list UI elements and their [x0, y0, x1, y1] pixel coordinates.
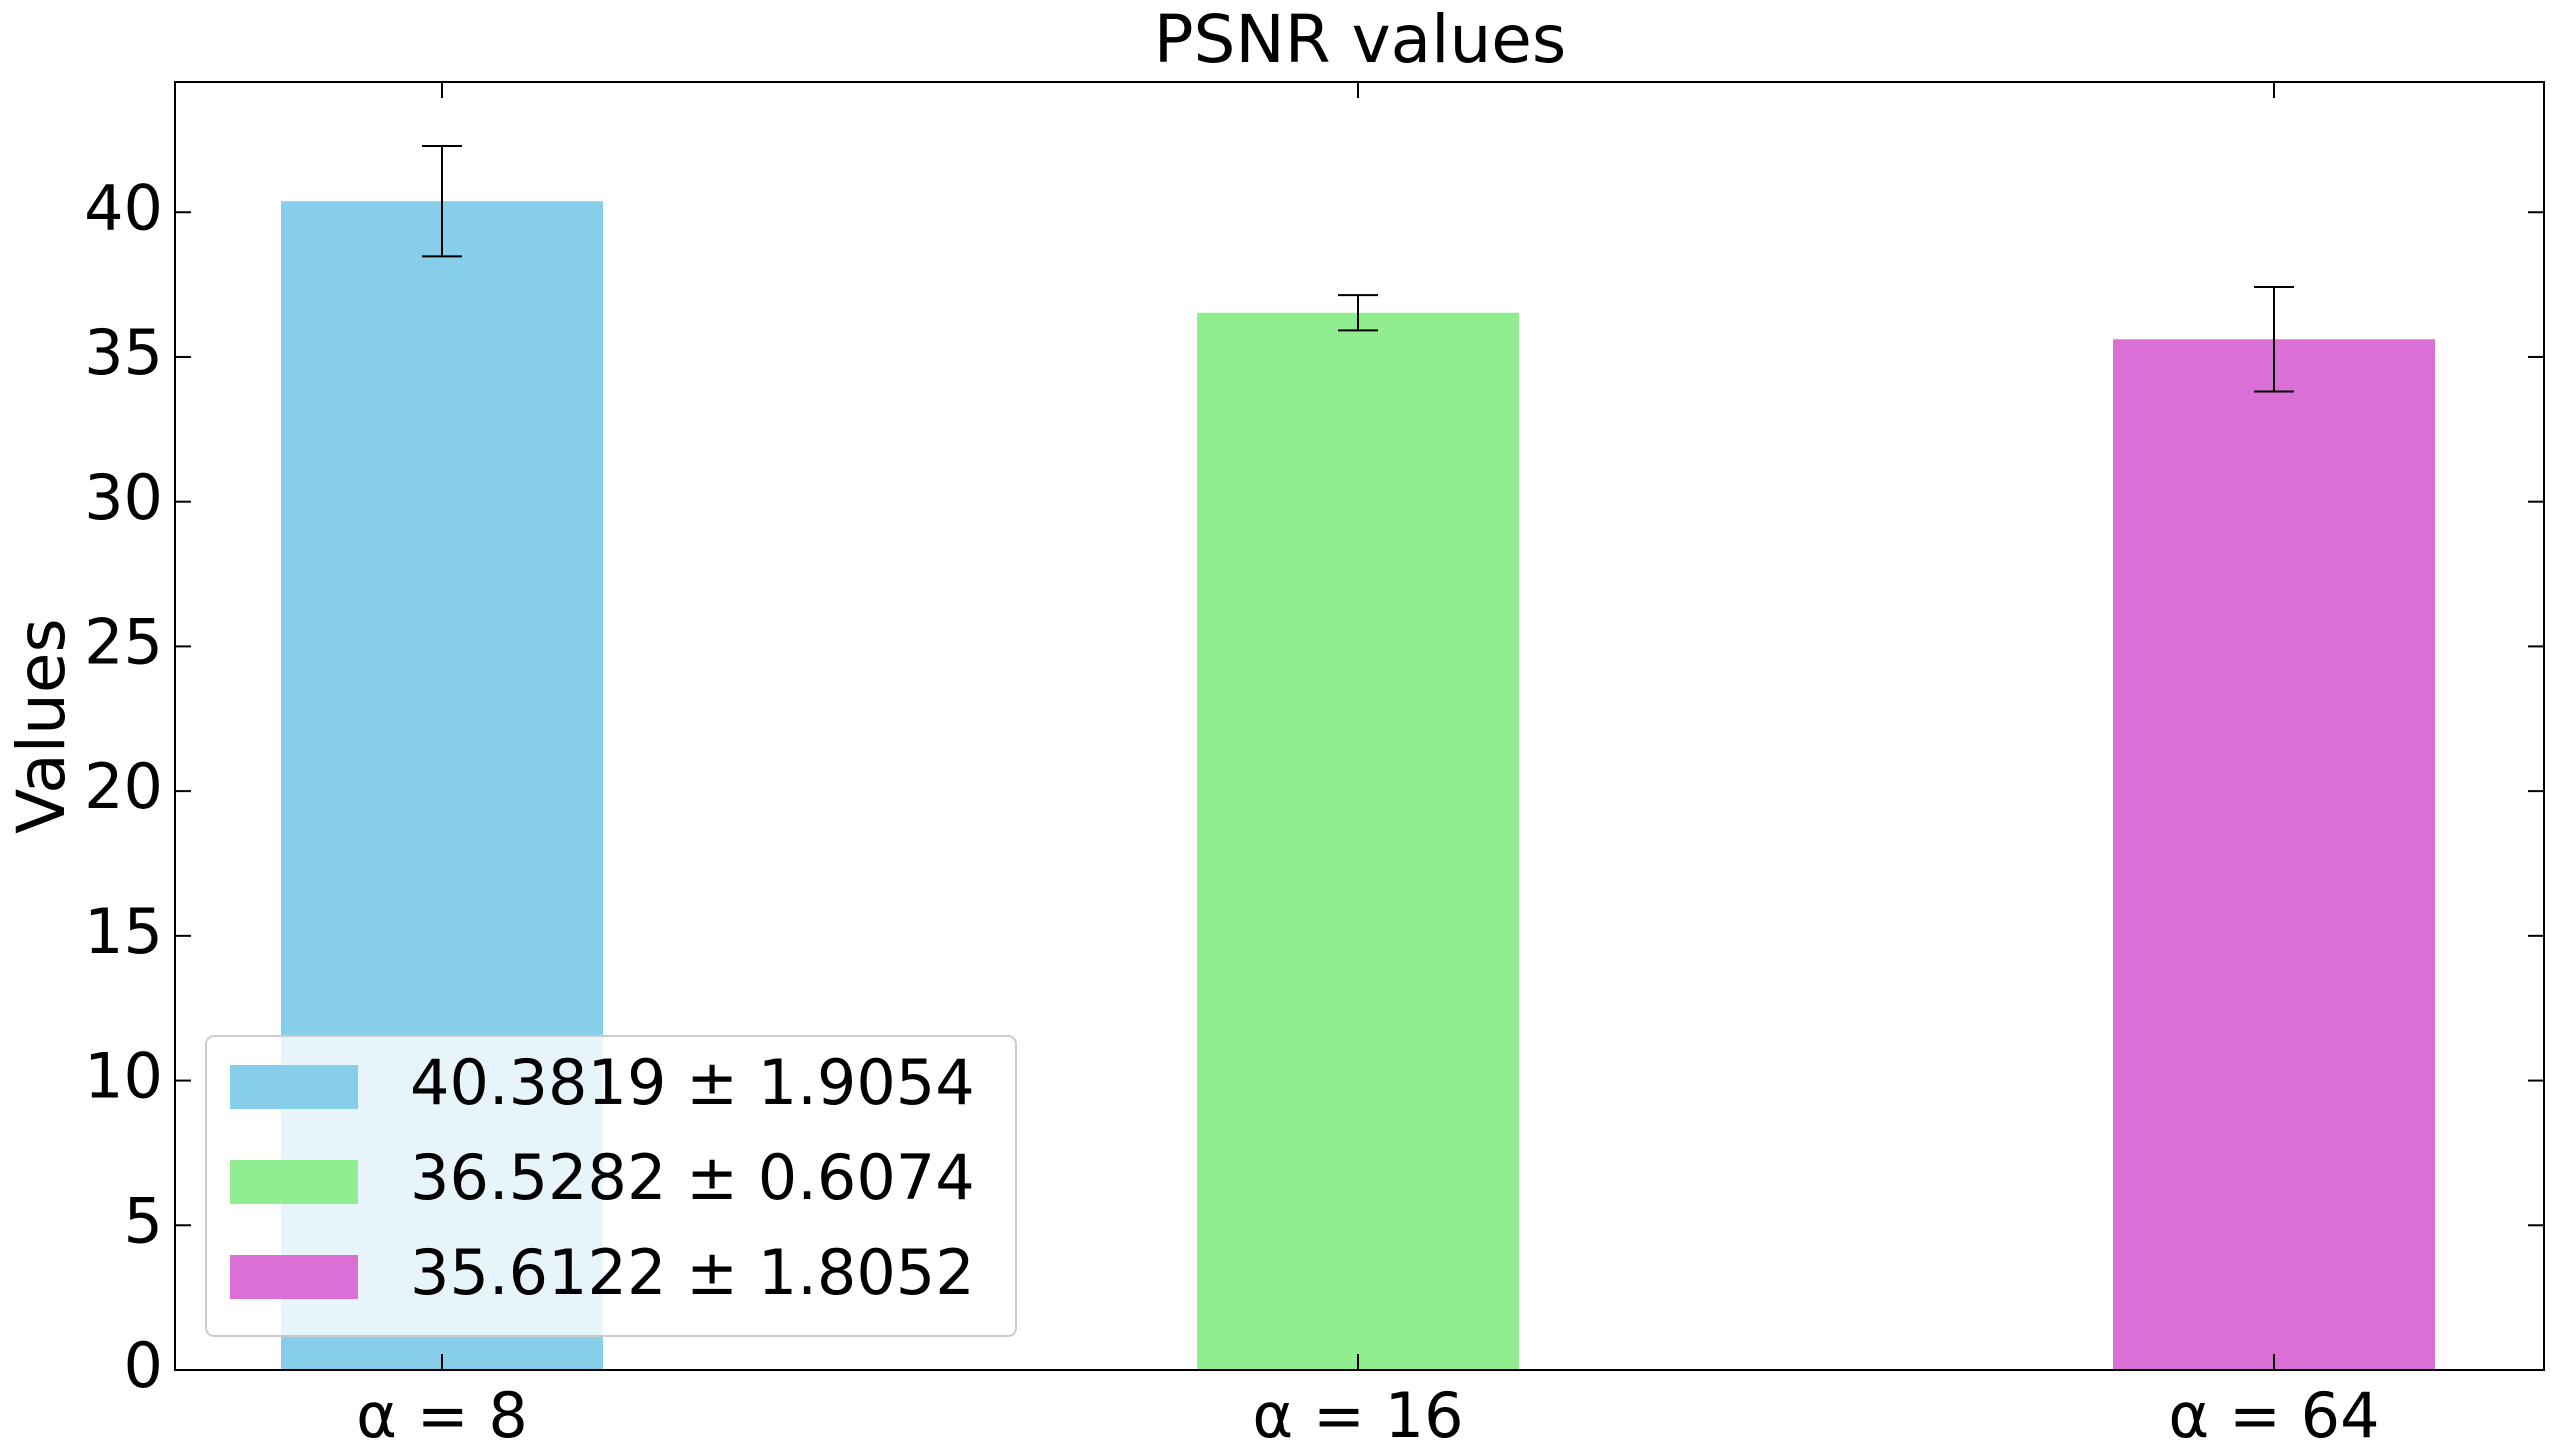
error-bar [2254, 285, 2294, 393]
legend-label: 40.3819 ± 1.9054 [410, 1046, 975, 1119]
legend-label: 36.5282 ± 0.6074 [410, 1141, 975, 1214]
bar [1197, 312, 1519, 1370]
y-tick-label: 15 [84, 895, 163, 968]
y-tick-label: 30 [84, 461, 163, 534]
bar [2113, 339, 2435, 1371]
legend: 40.3819 ± 1.9054 36.5282 ± 0.6074 35.6122 … [205, 1035, 1017, 1337]
legend-swatch [230, 1065, 358, 1109]
x-tick-label: α = 16 [1252, 1379, 1463, 1448]
x-tick-label: α = 64 [2168, 1379, 2379, 1448]
error-bar [1338, 294, 1378, 332]
y-tick-label: 40 [84, 171, 163, 244]
y-tick-label: 35 [84, 316, 163, 389]
x-tick-label: α = 8 [356, 1379, 528, 1448]
y-tick-label: 25 [84, 605, 163, 678]
y-tick-label: 0 [124, 1329, 163, 1402]
legend-label: 35.6122 ± 1.8052 [410, 1236, 975, 1309]
plot-frame [174, 81, 2545, 1371]
legend-swatch [230, 1255, 358, 1299]
y-tick-label: 10 [84, 1040, 163, 1113]
error-bar [422, 145, 462, 258]
y-tick-label: 5 [124, 1184, 163, 1257]
y-tick-label: 20 [84, 750, 163, 823]
legend-frame [205, 1035, 1017, 1337]
legend-swatch [230, 1160, 358, 1204]
y-axis-label: Values [3, 618, 80, 834]
chart-title: PSNR values [1154, 1, 1567, 78]
